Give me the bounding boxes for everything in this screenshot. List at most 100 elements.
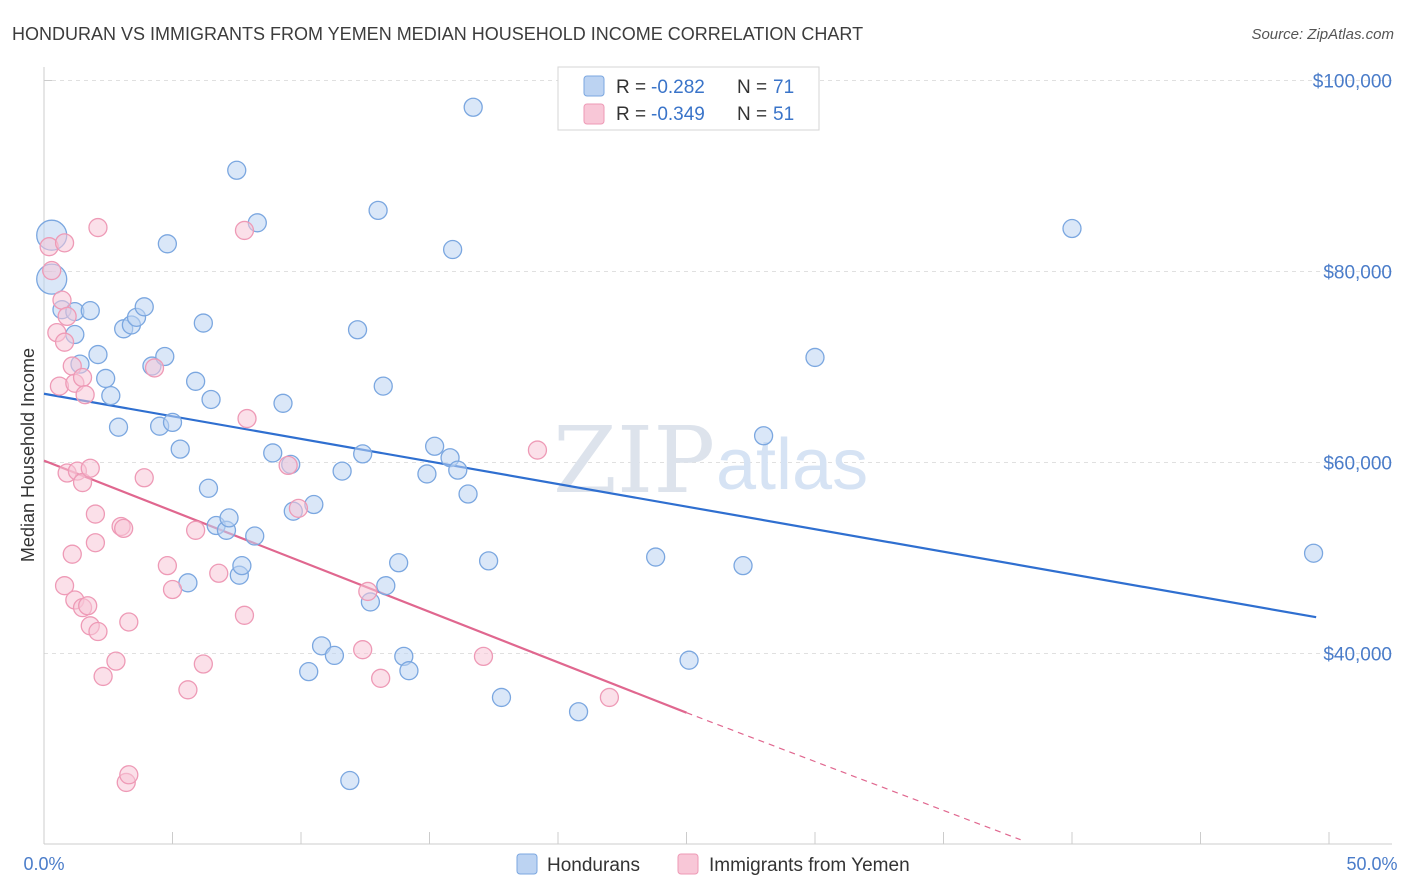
bottom-legend-swatch-yemen (677, 853, 699, 875)
honduran-point-69 (1303, 543, 1324, 563)
yemen-point-11 (75, 385, 95, 405)
honduran-point-4 (80, 301, 100, 321)
yemen-point-46 (473, 646, 494, 667)
yemen-point-45 (371, 668, 391, 688)
yemen-point-25 (93, 666, 113, 687)
honduran-point-53 (417, 464, 437, 484)
honduran-point-48 (373, 376, 393, 396)
y-tick-label-2: $80,000 (1323, 263, 1392, 284)
honduran-point-57 (448, 460, 468, 480)
yemen-point-41 (278, 455, 298, 476)
honduran-point-59 (463, 97, 483, 117)
honduran-point-33 (245, 526, 265, 546)
legend-r-label-0: R = (616, 77, 646, 98)
honduran-point-19 (157, 234, 178, 254)
honduran-point-23 (193, 313, 213, 333)
honduran-point-40 (311, 636, 332, 656)
honduran-point-42 (332, 461, 352, 481)
x-tick-label-min: 0.0% (23, 854, 64, 874)
honduran-point-34 (263, 443, 283, 463)
honduran-point-24 (198, 478, 219, 498)
honduran-point-30 (232, 555, 252, 576)
legend-n-value-0: 71 (773, 77, 794, 98)
honduran-point-61 (491, 687, 512, 708)
yemen-point-48 (599, 687, 620, 708)
honduran-point-54 (424, 436, 445, 456)
y-tick-label-1: $60,000 (1323, 454, 1392, 475)
honduran-point-60 (478, 551, 499, 571)
legend-n-label-0: N = (737, 77, 767, 98)
honduran-point-49 (376, 576, 396, 596)
honduran-point-14 (108, 417, 129, 437)
bottom-legend-swatch-hondurans (516, 853, 538, 875)
bottom-legend-label-yemen: Immigrants from Yemen (709, 855, 910, 876)
yemen-point-1 (42, 260, 62, 281)
yemen-point-37 (209, 563, 229, 583)
legend-r-label-1: R = (616, 104, 646, 125)
honduran-point-39 (299, 661, 319, 682)
x-axis-ticks (43, 832, 1330, 844)
stats-legend: R = -0.282 N = 71 R = -0.349 N = 51 (557, 66, 820, 131)
chart-title: HONDURAN VS IMMIGRANTS FROM YEMEN MEDIAN… (12, 24, 863, 44)
legend-r-value-1: -0.349 (651, 104, 705, 125)
honduran-point-44 (347, 320, 368, 340)
yemen-point-4 (54, 233, 75, 253)
yemen-point-30 (134, 468, 154, 488)
yemen-point-47 (527, 440, 548, 460)
bottom-legend-label-hondurans: Hondurans (547, 855, 640, 876)
legend-r-value-0: -0.282 (651, 77, 705, 98)
yemen-point-17 (85, 533, 106, 553)
yemen-point-31 (144, 358, 165, 378)
legend-n-label-1: N = (737, 104, 767, 125)
yemen-point-29 (119, 612, 139, 632)
honduran-point-9 (101, 385, 121, 406)
honduran-point-65 (733, 555, 753, 576)
y-tick-label-0: $40,000 (1323, 645, 1392, 666)
watermark-zip: ZIP (553, 407, 715, 514)
yemen-point-43 (353, 640, 373, 660)
honduran-point-43 (340, 770, 360, 791)
yemen-point-22 (78, 596, 98, 616)
honduran-point-67 (805, 347, 825, 368)
trend-line-0 (43, 392, 1317, 619)
honduran-point-18 (162, 412, 183, 433)
legend-swatch-hondurans (583, 75, 605, 97)
yemen-point-7 (54, 332, 75, 352)
chart-source: Source: ZipAtlas.com (1251, 26, 1394, 43)
yemen-point-36 (193, 654, 213, 674)
honduran-point-68 (1062, 218, 1082, 239)
honduran-point-28 (219, 508, 239, 528)
trend-line-extension-1 (686, 712, 1021, 841)
yemen-points (39, 217, 620, 793)
honduran-point-64 (679, 650, 699, 670)
honduran-point-63 (646, 547, 666, 567)
yemen-point-32 (157, 555, 178, 576)
honduran-point-45 (353, 444, 373, 464)
honduran-point-6 (88, 344, 108, 365)
honduran-point-35 (273, 393, 293, 413)
yemen-point-34 (178, 680, 198, 700)
legend-n-value-1: 51 (773, 104, 794, 125)
yemen-point-24 (88, 621, 108, 642)
yemen-point-10 (72, 367, 93, 388)
y-tick-labels: $40,000 $60,000 $80,000 $100,000 (1313, 72, 1392, 666)
yemen-point-39 (237, 408, 257, 429)
yemen-point-3 (52, 290, 72, 310)
yemen-point-16 (85, 504, 106, 524)
honduran-point-56 (442, 239, 463, 260)
yemen-point-51 (88, 217, 108, 238)
yemen-point-26 (106, 651, 126, 671)
honduran-point-62 (568, 702, 589, 722)
honduran-point-41 (324, 645, 345, 666)
yemen-point-50 (119, 765, 139, 785)
watermark: ZIP atlas (553, 407, 868, 514)
honduran-point-50 (389, 553, 409, 573)
yemen-point-15 (80, 458, 100, 478)
yemen-point-19 (54, 576, 75, 596)
x-tick-label-max: 50.0% (1346, 854, 1397, 874)
yemen-point-35 (185, 520, 206, 540)
honduran-point-20 (170, 439, 190, 459)
yemen-point-42 (288, 498, 309, 518)
legend-swatch-yemen (583, 103, 605, 125)
